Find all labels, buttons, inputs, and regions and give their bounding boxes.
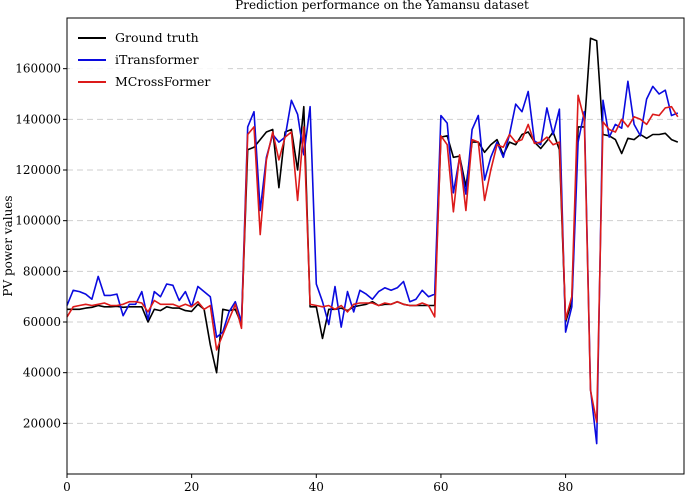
- y-tick-label: 100000: [15, 214, 61, 228]
- legend: Ground truth iTransformer MCrossFormer: [70, 22, 228, 89]
- x-tick-label: 60: [433, 480, 448, 494]
- y-tick-label: 40000: [23, 366, 61, 380]
- x-tick-label: 40: [309, 480, 324, 494]
- y-tick-label: 60000: [23, 315, 61, 329]
- legend-label: Ground truth: [115, 30, 199, 45]
- y-tick-label: 160000: [15, 62, 61, 76]
- legend-label: MCrossFormer: [115, 74, 210, 89]
- series-line-itransformer: [66, 80, 679, 445]
- x-tick-label: 0: [63, 480, 71, 494]
- x-tick-label: 20: [184, 480, 199, 494]
- y-tick-label: 120000: [15, 163, 61, 177]
- y-axis: 20000 40000 60000 80000 100000 120000 140000 16…: [15, 62, 67, 430]
- series-layer: [66, 37, 679, 445]
- y-tick-label: 80000: [23, 264, 61, 278]
- x-axis: 0 20 40 60 80: [63, 474, 573, 494]
- series-line-mcrossformer: [66, 94, 679, 423]
- grid-lines: [67, 68, 684, 424]
- chart-title: Prediction performance on the Yamansu da…: [235, 0, 529, 12]
- plot-frame: [66, 17, 685, 475]
- legend-box: [70, 22, 228, 88]
- y-tick-label: 20000: [23, 416, 61, 430]
- y-tick-label: 140000: [15, 112, 61, 126]
- x-tick-label: 80: [558, 480, 573, 494]
- legend-label: iTransformer: [115, 52, 199, 67]
- y-axis-title: PV power values: [1, 195, 15, 296]
